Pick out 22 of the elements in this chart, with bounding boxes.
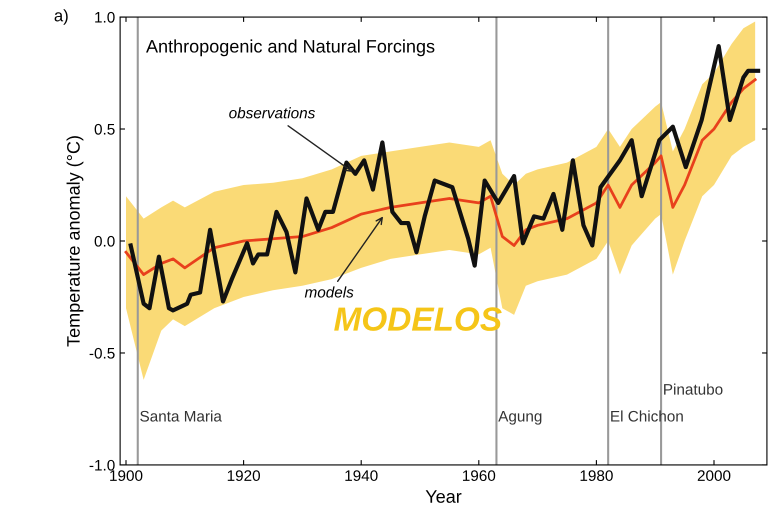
x-tick-label: 1960 — [462, 470, 496, 482]
x-tick-label: 1900 — [110, 470, 142, 482]
text: a) — [54, 9, 68, 25]
annotation: observations — [229, 107, 315, 118]
x-tick-label: 1920 — [228, 470, 260, 482]
ref-line-label: Pinatubo — [664, 384, 723, 395]
annotation: MODELOS — [334, 307, 502, 331]
x-tick-label: 1940 — [345, 470, 378, 482]
y-tick-label: 1.0 — [95, 12, 115, 23]
annotation: models — [304, 286, 354, 298]
x-tick-label: 2000 — [698, 470, 730, 482]
y-tick-label: 0.0 — [94, 236, 115, 247]
y-axis-title: Temperature anomaly (°C) — [66, 136, 84, 347]
x-axis-title: Year — [426, 490, 462, 503]
text: Anthropogenic and Natural Forcings — [146, 39, 434, 56]
ref-line-label: Santa Maria — [140, 410, 222, 422]
ref-line-label: El Chichon — [611, 410, 683, 422]
y-tick-label: -0.5 — [90, 348, 115, 359]
y-tick-label: -1.0 — [90, 460, 115, 471]
x-tick-label: 1980 — [580, 470, 613, 482]
y-tick-label: 0.5 — [94, 124, 115, 135]
ref-line-label: Agung — [498, 410, 542, 425]
